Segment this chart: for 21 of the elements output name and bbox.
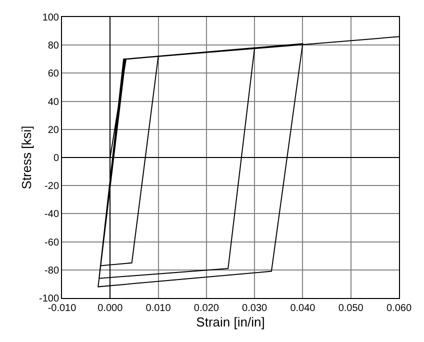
y-tick-label: -80 [44, 265, 60, 276]
x-tick-label: 0.020 [194, 303, 220, 314]
x-tick-label: 0.010 [146, 303, 172, 314]
x-tick-label: 0.060 [386, 303, 412, 314]
x-tick-label: 0.030 [242, 303, 268, 314]
y-tick-label: 40 [48, 96, 60, 108]
x-axis-title: Strain [in/in] [196, 314, 265, 330]
y-tick-label: 20 [48, 124, 60, 136]
x-tick-label: -0.010 [48, 303, 77, 314]
x-tick-label: 0.000 [98, 303, 124, 314]
x-tick-label: 0.040 [290, 303, 316, 314]
y-tick-label: -40 [44, 209, 60, 220]
y-tick-label: 80 [48, 40, 60, 52]
y-tick-label: 0 [53, 153, 60, 164]
y-tick-label: -60 [44, 237, 60, 248]
y-tick-label: -100 [38, 294, 60, 304]
y-tick-label: 100 [42, 12, 60, 24]
y-tick-label: -20 [44, 181, 60, 192]
x-tick-label: 0.050 [338, 303, 364, 314]
y-axis-title: Stress [ksi] [18, 126, 34, 190]
y-tick-label: 60 [48, 68, 60, 80]
